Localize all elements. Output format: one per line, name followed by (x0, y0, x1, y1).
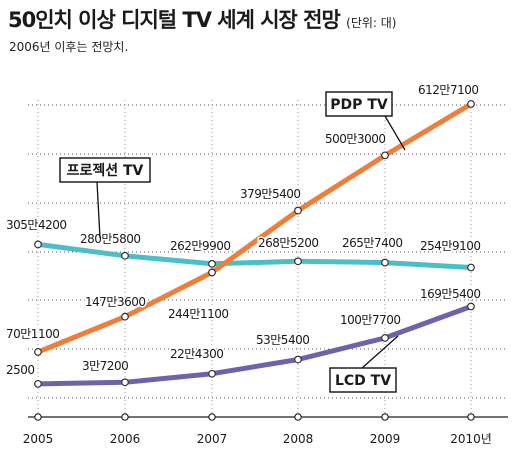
projection-value-label: 262만9900 (170, 239, 230, 253)
projection-leader (96, 181, 101, 239)
lcd-point (121, 378, 129, 387)
pdp-value-label: 70만1100 (6, 327, 59, 341)
x-tick (34, 413, 42, 421)
pdp-line (35, 101, 474, 355)
projection-point (381, 258, 389, 267)
pdp-leader (384, 115, 406, 151)
pdp-point (121, 312, 129, 321)
pdp-point (467, 100, 475, 108)
x-tick (121, 413, 129, 421)
lcd-point (34, 379, 42, 388)
lcd-value-label: 2500 (6, 363, 35, 377)
pdp-value-label: 244만1100 (168, 307, 228, 321)
pdp-value-label: 612만7100 (418, 83, 478, 97)
x-tick (381, 413, 389, 421)
projection-line (35, 241, 474, 270)
x-tick (467, 413, 475, 421)
projection-value-label: 280만5800 (80, 232, 140, 246)
projection-name-box (59, 157, 151, 183)
projection-value-label: 268만5200 (258, 236, 318, 250)
projection-point (121, 251, 129, 260)
x-tick-label: 2005 (23, 432, 54, 446)
x-tick-label: 2010년 (450, 432, 492, 446)
lcd-point (381, 334, 389, 342)
forecast-note: 2006년 이후는 전망치. (9, 40, 129, 54)
pdp-point (34, 348, 42, 356)
projection-value-label: 305만4200 (6, 218, 66, 232)
x-tick-label: 2007 (197, 432, 228, 446)
x-tick (208, 413, 216, 421)
projection-value-label: 265만7400 (342, 236, 402, 250)
lcd-value-label: 3만7200 (82, 359, 128, 373)
pdp-name-box (325, 91, 393, 117)
lcd-point (467, 302, 475, 311)
unit-label: (단위: 대) (346, 16, 397, 30)
lcd-value-label: 22만4300 (170, 347, 223, 361)
pdp-name-label: PDP TV (330, 97, 388, 113)
lcd-value-label: 53만5400 (256, 333, 309, 347)
chart-title: 50인치 이상 디지털 TV 세계 시장 전망 (단위: 대) (8, 4, 396, 34)
projection-point (467, 263, 475, 272)
pdp-value-label: 147만3600 (85, 295, 145, 309)
x-tick-label: 2009 (370, 432, 401, 446)
pdp-point (294, 206, 302, 215)
lcd-leader (361, 335, 399, 369)
projection-value-label: 254만9100 (420, 239, 480, 253)
pdp-point (381, 151, 389, 160)
lcd-value-label: 100만7700 (340, 313, 400, 327)
x-tick-label: 2008 (283, 432, 314, 446)
projection-point (34, 240, 42, 249)
lcd-value-label: 169만5400 (420, 287, 480, 301)
pdp-value-label: 379만5400 (240, 187, 300, 201)
pdp-point (208, 268, 216, 277)
title-text: 50인치 이상 디지털 TV 세계 시장 전망 (8, 8, 341, 32)
lcd-point (208, 369, 216, 378)
lcd-line (35, 304, 474, 387)
lcd-name-label: LCD TV (335, 373, 391, 389)
x-tick-label: 2006 (110, 432, 141, 446)
lcd-name-box (329, 367, 397, 393)
projection-point (294, 257, 302, 266)
projection-name-label: 프로젝션 TV (67, 162, 144, 179)
projection-point (208, 259, 216, 268)
x-tick (294, 413, 302, 421)
pdp-value-label: 500만3000 (325, 132, 385, 146)
lcd-point (294, 355, 302, 364)
